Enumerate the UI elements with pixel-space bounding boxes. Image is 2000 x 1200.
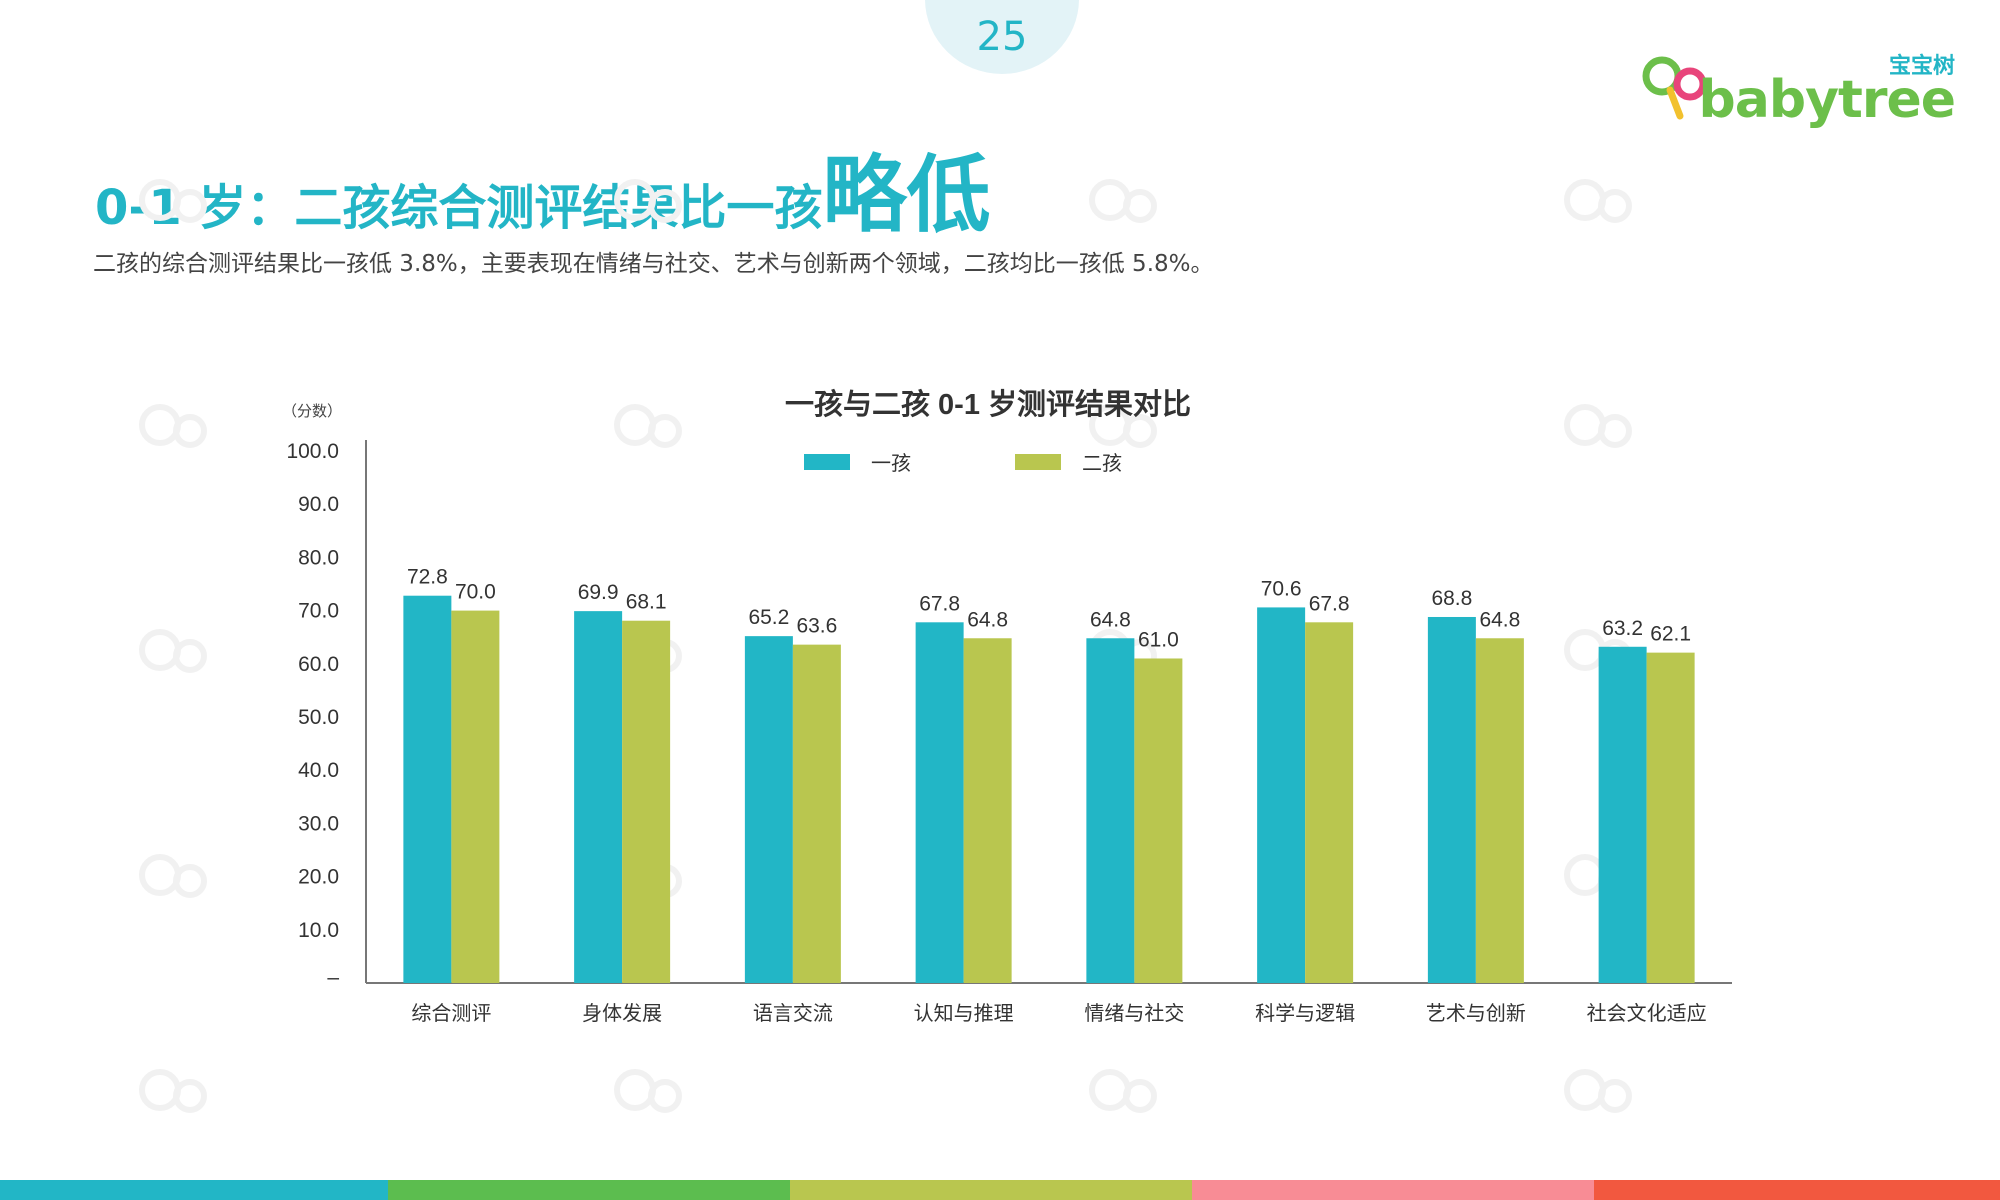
data-label: 63.6 — [796, 615, 837, 638]
y-tick-label: 90.0 — [298, 493, 339, 516]
x-tick-label: 科学与逻辑 — [1255, 1002, 1355, 1025]
x-tick-label: 情绪与社交 — [1084, 1002, 1184, 1025]
logo-cn-text: 宝宝树 — [1888, 54, 1955, 79]
babytree-logo: 宝宝树 babytree — [1640, 48, 1956, 130]
legend-label-2: 二孩 — [1082, 452, 1122, 475]
bar-series-1 — [1257, 607, 1306, 983]
bar-series-1 — [403, 595, 452, 983]
y-tick-label: 40.0 — [298, 759, 339, 782]
x-tick-label: 社会文化适应 — [1587, 1002, 1707, 1025]
data-label: 70.0 — [455, 581, 496, 604]
data-label: 63.2 — [1602, 617, 1643, 640]
logo-en-text: babytree — [1698, 70, 1956, 130]
page-number: 25 — [976, 14, 1028, 60]
bar-series-1 — [1086, 638, 1135, 983]
bottom-bar-segment — [790, 1180, 1192, 1200]
legend-swatch-2 — [1015, 454, 1061, 470]
bar-series-1 — [915, 622, 964, 983]
x-tick-label: 综合测评 — [411, 1002, 491, 1025]
data-label: 67.8 — [919, 592, 960, 615]
data-label: 69.9 — [578, 581, 619, 604]
bottom-bar-segment — [388, 1180, 790, 1200]
data-label: 67.8 — [1309, 592, 1350, 615]
page-title-emphasis: 略低 — [822, 146, 991, 244]
page-title: 0-1 岁：二孩综合测评结果比一孩略低 — [95, 128, 990, 249]
y-tick-label: 10.0 — [298, 919, 339, 942]
data-label: 72.8 — [407, 566, 448, 589]
bar-series-1 — [1427, 616, 1476, 983]
bar-series-2 — [451, 610, 500, 983]
x-tick-label: 身体发展 — [582, 1002, 662, 1025]
page-subtitle: 二孩的综合测评结果比一孩低 3.8%，主要表现在情绪与社交、艺术与创新两个领域，… — [93, 251, 1214, 277]
data-label: 64.8 — [1090, 608, 1131, 631]
y-tick-label: 20.0 — [298, 866, 339, 889]
y-tick-label: – — [327, 966, 339, 989]
legend-label-1: 一孩 — [871, 452, 911, 475]
bottom-color-bar — [0, 1180, 2000, 1200]
x-tick-label: 艺术与创新 — [1426, 1002, 1526, 1025]
data-label: 64.8 — [967, 608, 1008, 631]
data-label: 70.6 — [1261, 577, 1302, 600]
x-tick-label: 语言交流 — [753, 1002, 833, 1025]
bar-series-2 — [1646, 652, 1695, 983]
bottom-bar-segment — [1192, 1180, 1594, 1200]
y-tick-label: 100.0 — [286, 440, 339, 463]
bar-series-2 — [792, 644, 841, 983]
bar-series-1 — [574, 611, 623, 983]
y-tick-label: 50.0 — [298, 706, 339, 729]
tree-logo-icon — [1642, 56, 1707, 120]
y-tick-label: 60.0 — [298, 653, 339, 676]
legend-swatch-1 — [804, 454, 850, 470]
y-tick-label: 30.0 — [298, 812, 339, 835]
y-tick-label: 80.0 — [298, 546, 339, 569]
data-label: 61.0 — [1138, 628, 1179, 651]
bar-series-1 — [744, 636, 793, 983]
chart-title: 一孩与二孩 0-1 岁测评结果对比 — [785, 387, 1191, 421]
x-tick-label: 认知与推理 — [914, 1002, 1014, 1025]
y-axis-label: （分数） — [282, 403, 342, 420]
data-label: 68.8 — [1431, 587, 1472, 610]
data-label: 62.1 — [1650, 623, 1691, 646]
bar-series-2 — [622, 620, 671, 983]
page-title-main: 0-1 岁：二孩综合测评结果比一孩 — [95, 180, 823, 236]
bar-series-2 — [963, 638, 1012, 983]
data-label: 65.2 — [748, 606, 789, 629]
bar-series-2 — [1475, 638, 1524, 983]
bottom-bar-segment — [1594, 1180, 2000, 1200]
bar-series-2 — [1305, 622, 1354, 983]
data-label: 68.1 — [626, 591, 667, 614]
data-label: 64.8 — [1479, 608, 1520, 631]
bar-series-1 — [1598, 646, 1647, 983]
y-tick-label: 70.0 — [298, 600, 339, 623]
bottom-bar-segment — [0, 1180, 388, 1200]
bar-series-2 — [1134, 658, 1183, 983]
